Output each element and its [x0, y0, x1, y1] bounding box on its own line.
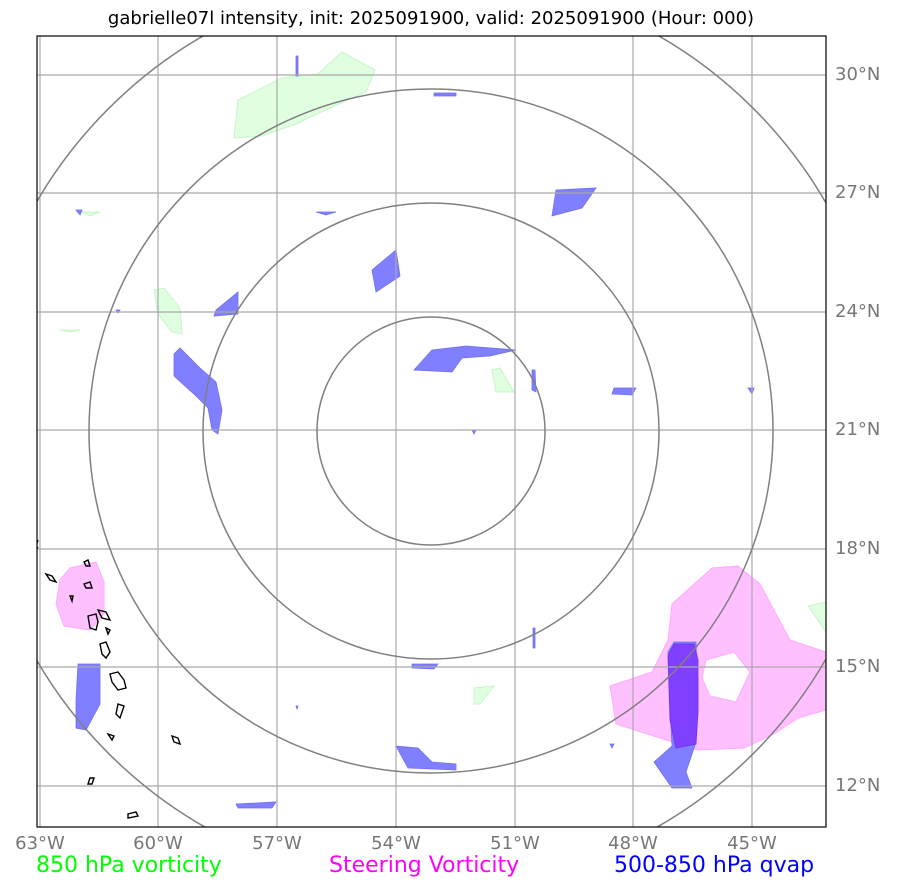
- lat-tick-label: 21°N: [835, 419, 881, 440]
- island-outline: [115, 703, 125, 720]
- qvap-patch: [532, 627, 536, 649]
- vorticity-patch: [807, 601, 826, 633]
- map-title: gabrielle07l intensity, init: 2025091900…: [107, 8, 755, 29]
- qvap-patch: [551, 187, 597, 217]
- qvap-core: [667, 643, 699, 749]
- lat-tick-label: 15°N: [835, 656, 881, 677]
- qvap-patch: [295, 55, 299, 77]
- coastlines: [37, 539, 182, 819]
- island-outline: [104, 626, 111, 636]
- legend-vorticity-850: 850 hPa vorticity: [36, 853, 222, 878]
- lat-tick-label: 30°N: [835, 64, 881, 85]
- lon-tick-label: 45°W: [727, 833, 777, 854]
- vorticity-patch: [81, 211, 101, 217]
- island-outline: [37, 539, 39, 549]
- lat-tick-label: 27°N: [835, 182, 881, 203]
- qvap-patch: [75, 663, 101, 731]
- qvap-fields: [75, 55, 755, 809]
- island-outline: [87, 613, 99, 631]
- vorticity-patch: [59, 329, 81, 333]
- legend-steering-vorticity: Steering Vorticity: [329, 853, 520, 878]
- qvap-patch: [609, 743, 615, 749]
- plot-frame: [36, 35, 827, 828]
- graticule: [37, 36, 826, 827]
- lon-tick-label: 51°W: [490, 833, 540, 854]
- lon-tick-label: 60°W: [133, 833, 183, 854]
- steering-patch: [55, 561, 105, 631]
- island-outline: [99, 641, 111, 660]
- island-outline: [109, 671, 127, 691]
- qvap-patch: [295, 705, 299, 711]
- steering-vorticity-fields: [55, 561, 826, 751]
- vorticity-patch: [491, 367, 515, 393]
- range-ring: [88, 88, 774, 774]
- lat-tick-label: 24°N: [835, 301, 881, 322]
- island-outline: [96, 608, 112, 622]
- legend-qvap: 500-850 hPa qvap: [614, 853, 815, 878]
- lat-tick-label: 12°N: [835, 775, 881, 796]
- lon-tick-label: 57°W: [252, 833, 302, 854]
- island-outline: [83, 581, 93, 589]
- range-ring: [202, 202, 660, 660]
- vorticity-850-fields: [59, 51, 826, 705]
- qvap-patch: [413, 345, 517, 373]
- island-outline: [44, 572, 58, 584]
- lon-tick-label: 54°W: [371, 833, 421, 854]
- vorticity-patch: [473, 685, 496, 705]
- island-outline: [106, 732, 115, 742]
- qvap-patch: [395, 745, 457, 771]
- range-ring: [316, 316, 546, 546]
- qvap-patch: [371, 249, 401, 293]
- vorticity-patch: [233, 51, 376, 139]
- qvap-patch: [611, 387, 637, 396]
- lon-tick-label: 48°W: [608, 833, 658, 854]
- qvap-patch: [235, 801, 277, 809]
- steering-patch: [609, 565, 826, 751]
- qvap-patch: [75, 209, 83, 216]
- lon-tick-label: 63°W: [15, 833, 65, 854]
- island-outline: [83, 559, 91, 567]
- qvap-patch: [213, 291, 239, 317]
- qvap-patch: [747, 387, 755, 395]
- lat-tick-label: 18°N: [835, 538, 881, 559]
- island-outline: [170, 734, 182, 746]
- qvap-patch: [173, 347, 223, 435]
- island-outline: [87, 777, 95, 785]
- island-outline: [68, 595, 74, 604]
- qvap-patch: [433, 92, 457, 97]
- island-outline: [127, 811, 140, 819]
- qvap-patch: [315, 211, 337, 216]
